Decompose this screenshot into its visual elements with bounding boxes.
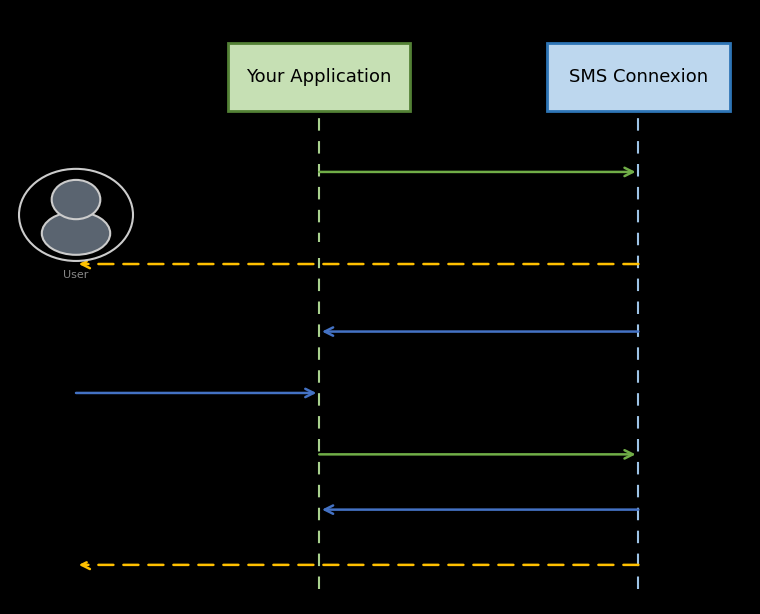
FancyBboxPatch shape	[547, 43, 730, 111]
FancyBboxPatch shape	[228, 43, 410, 111]
Text: Your Application: Your Application	[246, 68, 392, 86]
Text: POST /otp: POST /otp	[470, 152, 533, 165]
Text: Webhook: Webhook	[344, 545, 401, 558]
Text: Return status (VERIFIED, FAILED, ...: Return status (VERIFIED, FAILED, ...	[384, 489, 604, 502]
Circle shape	[52, 180, 100, 219]
Ellipse shape	[42, 212, 110, 255]
Text: Send SMS with PIN code: Send SMS with PIN code	[296, 244, 448, 257]
Text: User: User	[63, 270, 89, 280]
Text: Enter PIN code: Enter PIN code	[174, 373, 267, 386]
Text: SMS Connexion: SMS Connexion	[568, 68, 708, 86]
Text: POST /otp/{otpId}: POST /otp/{otpId}	[445, 434, 559, 447]
Text: Responds with {otpId}: Responds with {otpId}	[423, 311, 565, 324]
